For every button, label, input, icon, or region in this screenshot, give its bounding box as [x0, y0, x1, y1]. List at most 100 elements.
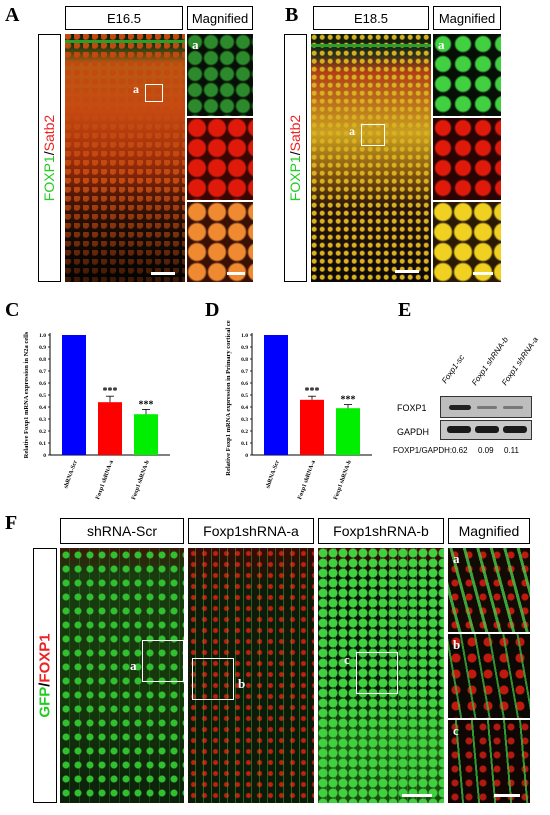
significance-label: *** [341, 395, 356, 406]
gfp-label: GFP [36, 686, 54, 718]
inset-box-a [361, 124, 385, 146]
y-tick-label: 0.6 [39, 381, 46, 387]
inset-label-b: b [238, 676, 246, 691]
y-tick-label: 1.0 [39, 333, 46, 339]
separator: / [36, 682, 54, 687]
scale-bar [494, 794, 520, 797]
y-tick-label: 0.9 [39, 345, 46, 351]
category-label: Foxp1 shRNA-a [297, 460, 317, 500]
ratio-lane-1: 0.62 [452, 446, 468, 455]
scale-bar [473, 272, 493, 275]
panel-b-stain-label: FOXP1/Satb2 [284, 34, 307, 282]
separator: / [287, 151, 304, 156]
panel-a-header: E16.5 [65, 6, 183, 30]
y-tick-label: 0.6 [241, 381, 248, 387]
y-tick-label: 0.2 [241, 429, 248, 435]
bar [300, 399, 324, 455]
y-tick-label: 0.8 [39, 357, 46, 363]
y-tick-label: 0.4 [241, 405, 248, 411]
panel-b-magnified-red [433, 118, 501, 200]
panel-label-e: E [398, 299, 412, 321]
bar [336, 408, 360, 455]
chart-c: Relative Foxp1 mRNA expression in N2a ce… [23, 331, 170, 500]
band-lane-2 [477, 406, 497, 409]
panel-a-magnified-merge [187, 202, 253, 282]
panel-a-magnified-green: a [187, 34, 253, 116]
inset-box-a [142, 640, 184, 682]
inset-label-a: a [133, 82, 139, 96]
y-axis-label: Relative Foxp1 mRNA expression in Primar… [225, 320, 232, 476]
y-tick-label: 0.3 [241, 417, 248, 423]
panel-b-header: E18.5 [313, 6, 429, 30]
separator: / [41, 151, 58, 156]
bar [134, 414, 158, 455]
panel-a-magnified-header: Magnified [187, 6, 253, 30]
inset-label-c: c [344, 652, 350, 667]
y-tick-label: 0.5 [241, 393, 248, 399]
band-lane-3 [503, 406, 523, 409]
panel-f-magnified-c: c [448, 720, 530, 803]
y-tick-label: 0.8 [241, 357, 248, 363]
blot-row-label-gapdh: GAPDH [397, 427, 430, 437]
y-tick-label: 0.3 [39, 417, 46, 423]
panel-f-header-shrna-b: Foxp1shRNA-b [318, 518, 444, 544]
scale-bar [227, 272, 245, 275]
scale-bar [151, 272, 175, 275]
panel-f-magnified-a: a [448, 548, 530, 632]
panel-b-micrograph: a [311, 34, 431, 282]
panel-f-micrograph-scr: a [60, 548, 184, 803]
satb2-label: Satb2 [41, 114, 58, 152]
ratio-lane-3: 0.11 [504, 446, 519, 455]
panel-f-stain-label: GFP/FOXP1 [33, 548, 57, 803]
magnified-a-label: a [438, 37, 445, 52]
y-tick-label: 0.9 [241, 345, 248, 351]
panel-label-d: D [205, 299, 220, 321]
inset-label-a: a [130, 658, 137, 673]
y-tick-label: 0 [43, 453, 46, 459]
foxp1-label: FOXP1 [36, 633, 54, 683]
panel-f-micrograph-shrna-b: c [318, 548, 444, 803]
bar [98, 402, 122, 455]
chart-d: Relative Foxp1 mRNA expression in Primar… [225, 320, 372, 500]
scale-bar [395, 270, 419, 273]
inset-box-b [192, 658, 234, 700]
y-tick-label: 0.7 [241, 369, 248, 375]
y-tick-label: 0.1 [39, 441, 46, 447]
magnified-c-label: c [453, 723, 459, 738]
inset-box-a [145, 84, 163, 102]
panel-f-header-shrna-a: Foxp1shRNA-a [188, 518, 314, 544]
panel-f-header-magnified: Magnified [448, 518, 530, 544]
lane-label-1: Foxp1-sc [440, 353, 467, 386]
panel-label-b: B [285, 4, 299, 26]
panel-f-micrograph-shrna-a: b [188, 548, 314, 803]
panel-f-magnified-b: b [448, 634, 530, 718]
panel-a-stain-label: FOXP1/Satb2 [38, 34, 61, 282]
category-label: shRNA-Scr [265, 459, 281, 489]
satb2-label: Satb2 [287, 114, 304, 152]
significance-label: *** [139, 399, 154, 410]
y-axis-label: Relative Foxp1 mRNA expression in N2a ce… [23, 331, 30, 458]
blot-gapdh [440, 420, 532, 440]
panel-b-magnified-header: Magnified [433, 6, 501, 30]
panel-a-magnified-red [187, 118, 253, 200]
cortex-surface-line [311, 44, 431, 47]
scale-bar [402, 794, 432, 797]
y-tick-label: 0.1 [241, 441, 248, 447]
band-lane-1 [447, 426, 471, 433]
inset-label-a: a [349, 124, 355, 138]
panel-b-magnified-merge [433, 202, 501, 282]
y-tick-label: 0.2 [39, 429, 46, 435]
inset-box-c [356, 652, 398, 694]
panel-b-magnified-green: a [433, 34, 501, 116]
panel-f-header-scr: shRNA-Scr [60, 518, 184, 544]
ratio-label: FOXP1/GAPDH: [393, 446, 453, 455]
y-tick-label: 1.0 [241, 333, 248, 339]
ratio-lane-2: 0.09 [478, 446, 494, 455]
cortex-surface-line [65, 40, 185, 43]
panel-label-a: A [5, 4, 20, 26]
y-tick-label: 0.4 [39, 405, 46, 411]
magnified-a-label: a [192, 37, 199, 52]
band-lane-1 [449, 405, 471, 410]
significance-label: *** [305, 386, 320, 397]
significance-label: *** [103, 386, 118, 397]
